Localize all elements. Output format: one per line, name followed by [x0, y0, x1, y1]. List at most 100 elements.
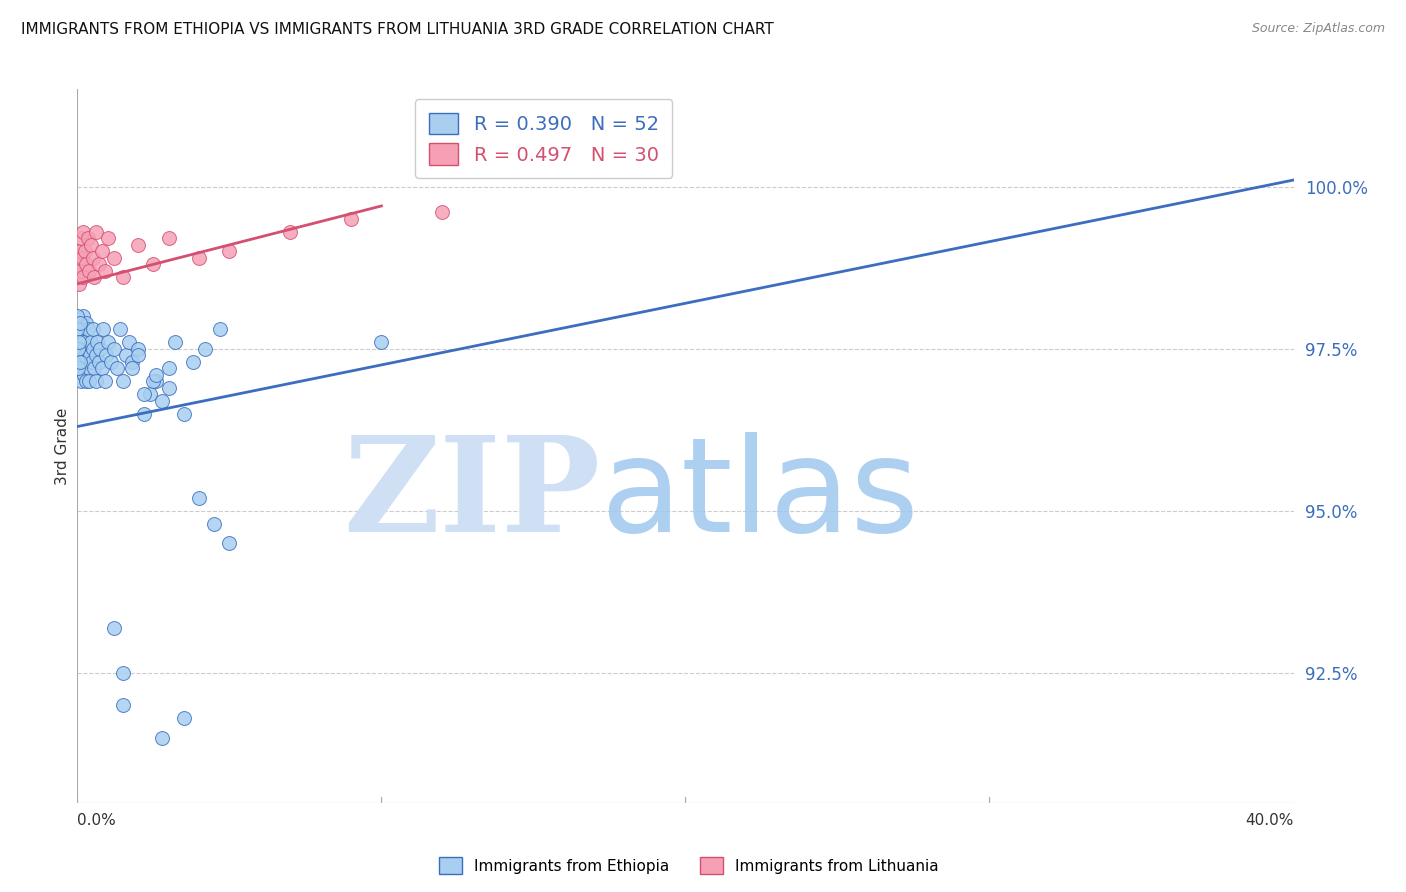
Point — [70, 374, 93, 388]
Point — [152, 393, 174, 408]
Point — [188, 251, 211, 265]
Point — [91, 322, 114, 336]
Point — [70, 354, 93, 368]
Point — [87, 354, 110, 368]
Point — [84, 348, 107, 362]
Point — [90, 361, 112, 376]
Point — [152, 731, 174, 745]
Point — [93, 374, 115, 388]
Point — [111, 666, 134, 681]
Legend: R = 0.390   N = 52, R = 0.497   N = 30: R = 0.390 N = 52, R = 0.497 N = 30 — [415, 99, 672, 178]
Point — [80, 354, 103, 368]
Point — [82, 322, 104, 336]
Point — [163, 335, 186, 350]
Point — [69, 244, 91, 259]
Point — [79, 264, 101, 278]
Point — [97, 231, 120, 245]
Point — [139, 387, 162, 401]
Text: atlas: atlas — [600, 433, 920, 559]
Text: IMMIGRANTS FROM ETHIOPIA VS IMMIGRANTS FROM LITHUANIA 3RD GRADE CORRELATION CHAR: IMMIGRANTS FROM ETHIOPIA VS IMMIGRANTS F… — [21, 22, 773, 37]
Point — [72, 270, 94, 285]
Point — [87, 257, 110, 271]
Point — [127, 238, 149, 252]
Point — [127, 348, 149, 362]
Point — [157, 231, 180, 245]
Point — [67, 335, 90, 350]
Text: 0.0%: 0.0% — [77, 813, 117, 828]
Point — [194, 342, 217, 356]
Point — [145, 368, 167, 382]
Point — [67, 361, 90, 376]
Point — [79, 374, 101, 388]
Point — [70, 251, 93, 265]
Point — [188, 491, 211, 505]
Point — [66, 257, 89, 271]
Point — [73, 368, 96, 382]
Point — [83, 361, 105, 376]
Point — [83, 270, 105, 285]
Point — [73, 348, 96, 362]
Point — [69, 361, 91, 376]
Point — [82, 251, 104, 265]
Point — [96, 348, 118, 362]
Point — [145, 374, 167, 388]
Point — [157, 381, 180, 395]
Point — [430, 205, 453, 219]
Point — [103, 251, 125, 265]
Point — [121, 354, 143, 368]
Point — [173, 407, 195, 421]
Point — [75, 316, 97, 330]
Point — [218, 536, 240, 550]
Point — [89, 342, 111, 356]
Point — [69, 354, 91, 368]
Point — [134, 387, 156, 401]
Point — [103, 621, 125, 635]
Text: 40.0%: 40.0% — [1246, 813, 1294, 828]
Point — [82, 342, 104, 356]
Point — [86, 335, 108, 350]
Point — [142, 257, 165, 271]
Point — [90, 244, 112, 259]
Point — [80, 238, 103, 252]
Point — [111, 374, 134, 388]
Point — [76, 342, 98, 356]
Point — [84, 374, 107, 388]
Point — [100, 354, 122, 368]
Point — [278, 225, 301, 239]
Point — [157, 361, 180, 376]
Point — [77, 322, 100, 336]
Point — [75, 374, 97, 388]
Point — [69, 322, 91, 336]
Point — [75, 257, 97, 271]
Legend: Immigrants from Ethiopia, Immigrants from Lithuania: Immigrants from Ethiopia, Immigrants fro… — [433, 851, 945, 880]
Point — [67, 277, 90, 291]
Point — [66, 342, 89, 356]
Point — [111, 270, 134, 285]
Point — [370, 335, 392, 350]
Point — [202, 516, 225, 531]
Point — [115, 348, 138, 362]
Point — [108, 322, 131, 336]
Point — [209, 322, 232, 336]
Point — [93, 264, 115, 278]
Point — [79, 348, 101, 362]
Point — [77, 361, 100, 376]
Point — [181, 354, 204, 368]
Point — [142, 374, 165, 388]
Point — [340, 211, 363, 226]
Point — [80, 335, 103, 350]
Point — [77, 231, 100, 245]
Point — [72, 225, 94, 239]
Point — [105, 361, 128, 376]
Text: Source: ZipAtlas.com: Source: ZipAtlas.com — [1251, 22, 1385, 36]
Point — [66, 322, 89, 336]
Point — [103, 342, 125, 356]
Text: ZIP: ZIP — [343, 432, 600, 560]
Point — [218, 244, 240, 259]
Y-axis label: 3rd Grade: 3rd Grade — [55, 408, 70, 484]
Point — [72, 310, 94, 324]
Point — [69, 264, 91, 278]
Point — [70, 231, 93, 245]
Point — [111, 698, 134, 713]
Point — [72, 335, 94, 350]
